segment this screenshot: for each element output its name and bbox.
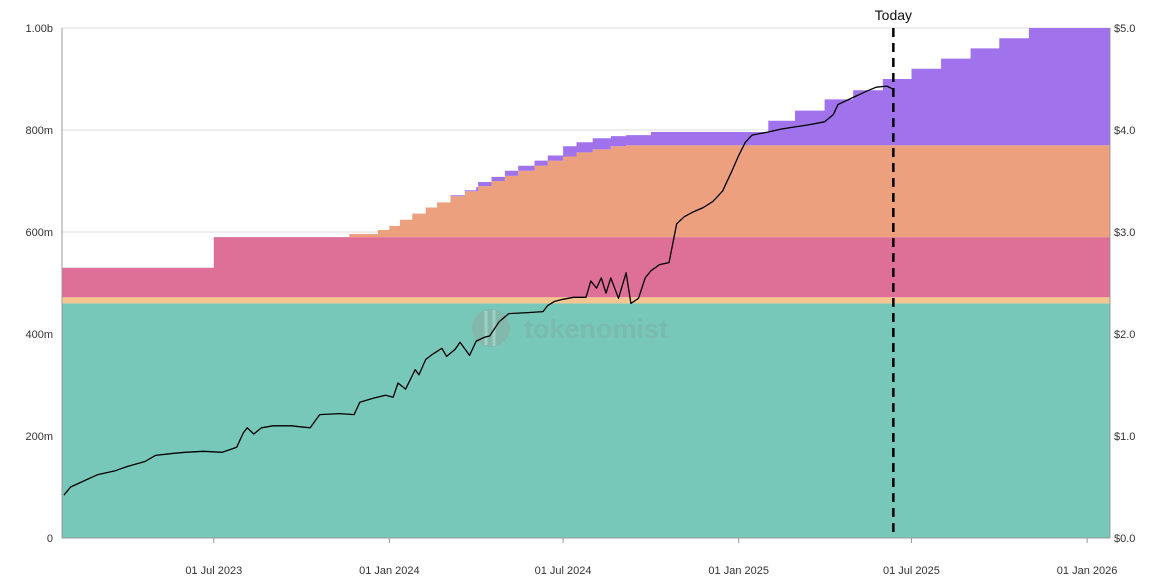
y-right-tick-label: $1.0 — [1114, 431, 1135, 443]
axis-layer: 0 200m 400m 600m 800m 1.00b $0.0 $1.0 $2.0 $3.0 $4… — [25, 23, 1135, 577]
today-label: Today — [875, 7, 912, 23]
area-layer — [62, 28, 1110, 538]
tokenomist-logo-icon — [472, 309, 510, 347]
y-left-tick-label: 0 — [47, 533, 53, 545]
y-right-tick-label: $0.0 — [1114, 533, 1135, 545]
watermark: tokenomist — [472, 309, 668, 347]
price-layer — [63, 85, 894, 496]
y-left-tick-label: 800m — [25, 125, 53, 137]
watermark-text: tokenomist — [524, 314, 668, 344]
allocation-area-5 — [62, 28, 1110, 268]
y-right-tick-label: $2.0 — [1114, 329, 1135, 341]
y-left-tick-label: 1.00b — [25, 23, 53, 35]
allocation-area-1 — [62, 303, 1110, 538]
price-line — [63, 85, 894, 496]
y-right-tick-label: $4.0 — [1114, 125, 1135, 137]
x-tick-label: 01 Jul 2025 — [883, 565, 940, 577]
x-tick-label: 01 Jan 2025 — [708, 565, 769, 577]
allocation-area-2 — [62, 297, 1110, 304]
x-tick-label: 01 Jul 2024 — [535, 565, 592, 577]
y-left-tick-label: 200m — [25, 431, 53, 443]
x-tick-label: 01 Jan 2026 — [1057, 565, 1118, 577]
allocation-area-3 — [62, 237, 1110, 298]
allocation-area-4 — [62, 145, 1110, 268]
x-tick-label: 01 Jan 2024 — [359, 565, 420, 577]
y-left-tick-label: 400m — [25, 329, 53, 341]
today-layer: Today — [875, 7, 912, 538]
y-right-tick-label: $3.0 — [1114, 227, 1135, 239]
y-left-tick-label: 600m — [25, 227, 53, 239]
y-right-tick-label: $5.0 — [1114, 23, 1135, 35]
x-tick-label: 01 Jul 2023 — [185, 565, 242, 577]
